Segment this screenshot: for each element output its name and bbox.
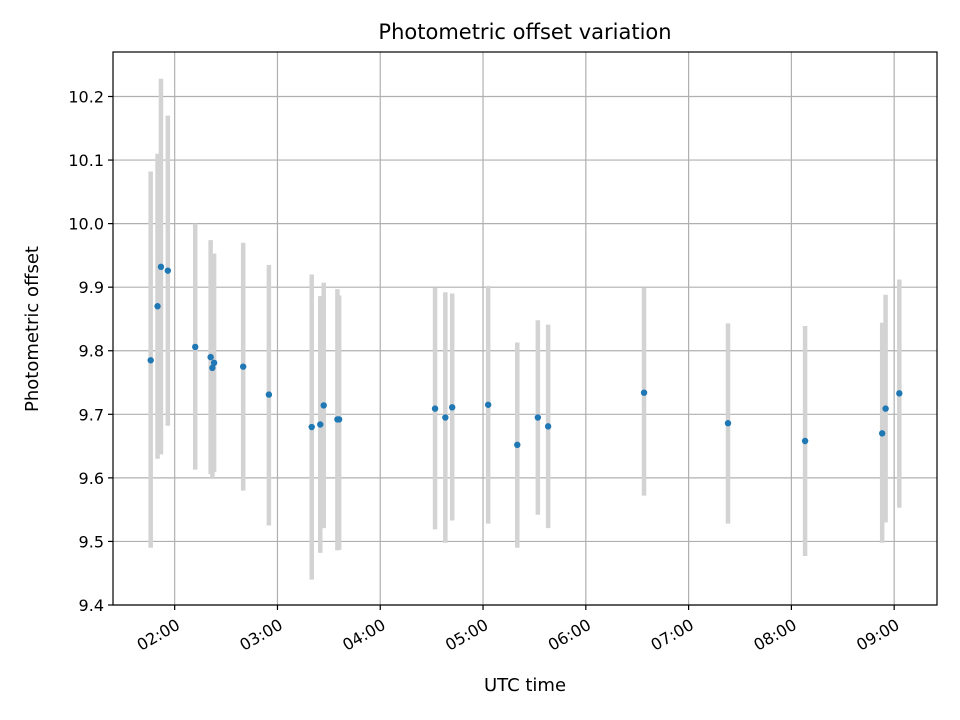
- data-point: [207, 353, 214, 361]
- data-point: [801, 437, 809, 445]
- data-point: [157, 263, 165, 271]
- data-point: [265, 391, 273, 398]
- grid: [113, 52, 937, 606]
- y-tick-label: 9.4: [79, 596, 104, 615]
- y-tick-label: 9.9: [79, 278, 104, 297]
- data-point: [335, 416, 343, 423]
- data-point: [544, 423, 552, 430]
- y-tick-label: 9.6: [79, 469, 104, 488]
- data-points: [147, 263, 903, 449]
- plot-frame: [112, 51, 938, 606]
- y-tick-label: 10.1: [68, 151, 104, 170]
- data-point: [147, 357, 154, 364]
- data-point: [239, 363, 247, 370]
- data-point: [484, 401, 492, 408]
- data-point: [724, 420, 732, 427]
- y-tick-label: 10.2: [68, 87, 104, 106]
- data-point: [192, 343, 199, 351]
- data-point: [210, 359, 218, 367]
- y-axis: 9.4 9.5 9.6 9.7 9.8 9.9 10.0 10.1 10.2: [68, 87, 113, 615]
- y-tick-label: 9.8: [79, 342, 104, 361]
- data-point: [448, 404, 456, 411]
- data-point: [442, 414, 449, 421]
- y-tick-label: 9.5: [79, 532, 104, 551]
- y-tick-label: 9.7: [79, 405, 104, 424]
- data-point: [514, 441, 521, 449]
- data-point: [209, 364, 216, 372]
- y-axis-title: Photometric offset: [22, 246, 43, 412]
- data-point: [431, 405, 439, 412]
- data-point: [896, 390, 903, 397]
- x-axis-title: UTC time: [484, 675, 566, 696]
- data-point: [308, 423, 315, 431]
- data-point: [878, 430, 886, 437]
- data-point: [164, 267, 172, 274]
- data-point: [154, 303, 161, 310]
- data-point: [640, 389, 648, 396]
- y-tick-label: 10.0: [68, 215, 104, 234]
- data-point: [534, 414, 542, 421]
- chart-title: Photometric offset variation: [378, 20, 671, 44]
- data-point: [320, 402, 327, 409]
- data-point: [317, 421, 324, 428]
- data-point: [882, 405, 889, 412]
